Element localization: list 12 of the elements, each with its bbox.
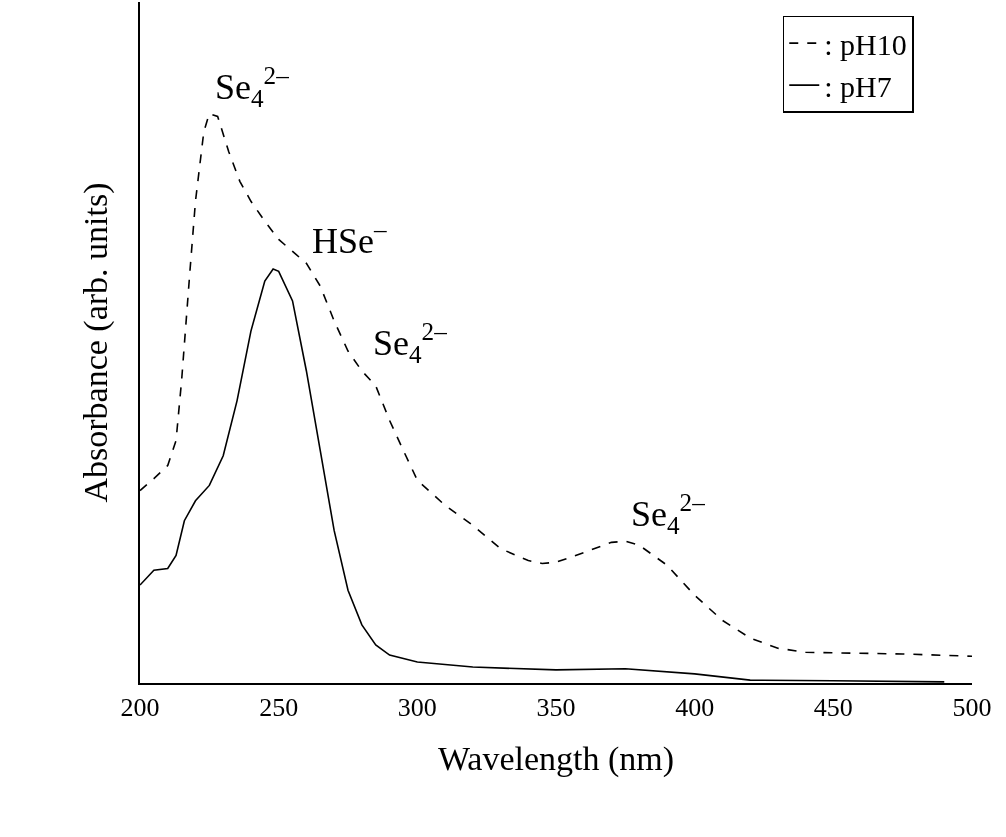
- x-tick-label: 500: [952, 692, 992, 722]
- legend-label: : pH10: [824, 27, 907, 61]
- x-tick-label: 350: [536, 692, 576, 722]
- x-tick-label: 250: [259, 692, 299, 722]
- x-tick-label: 450: [813, 692, 853, 722]
- x-axis-title: Wavelength (nm): [437, 739, 675, 778]
- x-tick-label: 400: [675, 692, 715, 722]
- legend-label: : pH7: [824, 69, 892, 103]
- y-axis-title: Absorbance (arb. units): [77, 182, 116, 503]
- annotation: HSe$^{–}$: [312, 216, 387, 262]
- x-tick-label: 200: [120, 692, 160, 722]
- x-tick-label: 300: [397, 692, 437, 722]
